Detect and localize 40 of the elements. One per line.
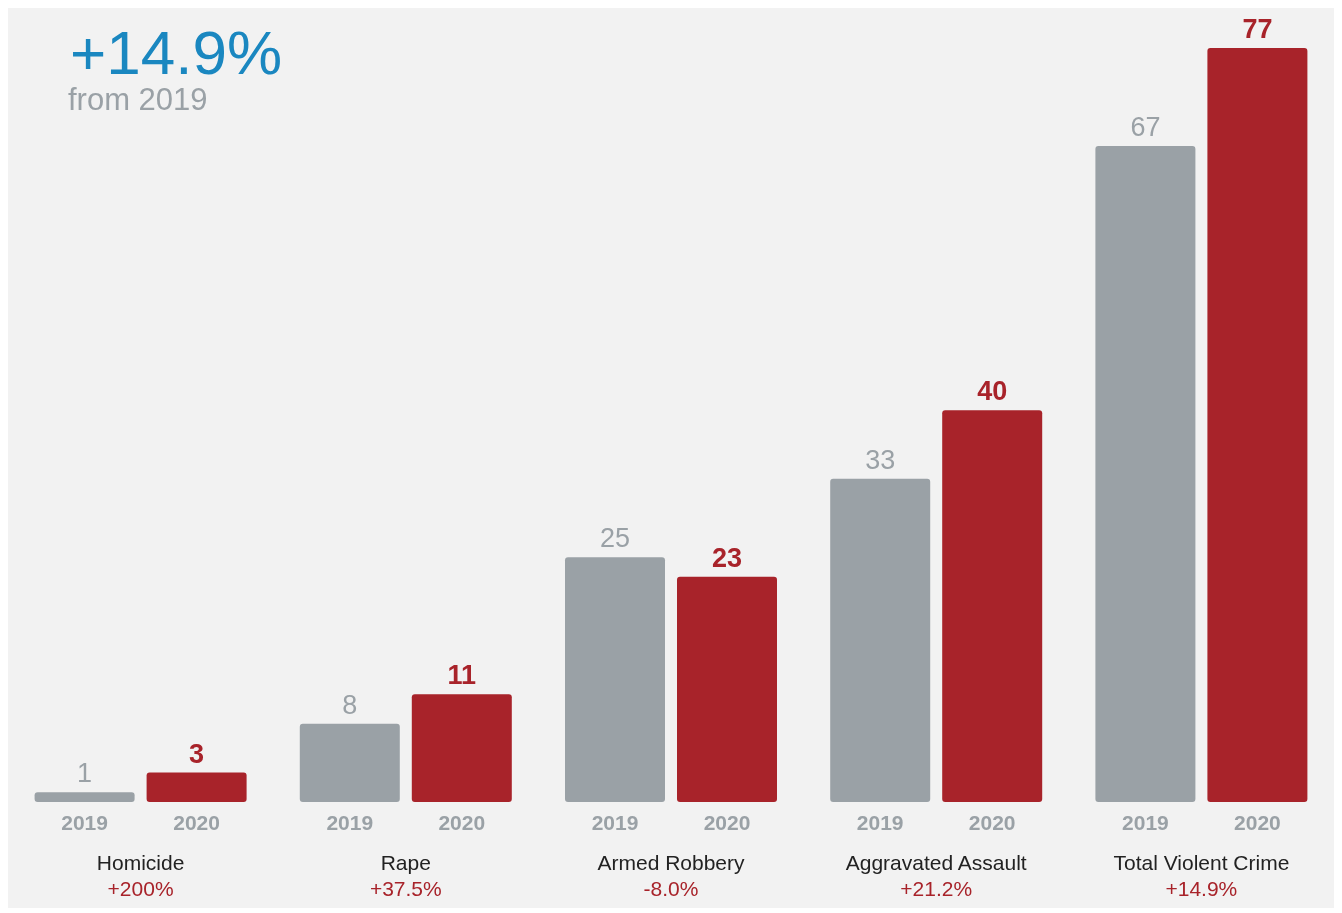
text: 2020: [1234, 811, 1281, 834]
text: +200%: [107, 877, 174, 900]
text: 2019: [856, 811, 904, 834]
data-label: 33: [865, 444, 896, 475]
text: +37.5%: [369, 877, 442, 900]
text: 2019: [326, 811, 374, 834]
text: 2020: [438, 811, 486, 834]
text: 2019: [1122, 811, 1169, 834]
text: 2019: [591, 811, 639, 834]
data-label: 40: [977, 376, 1008, 407]
data-label: 77: [1242, 14, 1273, 44]
data-label: 67: [1130, 111, 1161, 142]
x-tick-label: Rape: [380, 851, 431, 874]
x-tick-label: Armed Robbery: [597, 851, 746, 874]
text: 2020: [968, 811, 1016, 834]
data-label: 11: [447, 660, 477, 691]
data-label: 8: [342, 689, 358, 720]
bar: [299, 723, 400, 802]
bar: [677, 576, 777, 802]
bar: [1095, 145, 1196, 802]
x-tick-label: Homicide: [96, 851, 185, 874]
data-label: 25: [599, 523, 631, 554]
bar: [942, 410, 1043, 802]
series-label: 2020: [173, 811, 220, 834]
data-label: 3: [189, 738, 205, 769]
bar: [146, 772, 247, 802]
data-label: 23: [711, 542, 743, 573]
bar: [565, 557, 665, 802]
bar: [1207, 48, 1308, 802]
x-tick-label: Total Violent Crime: [1113, 851, 1290, 874]
bar: [411, 694, 512, 802]
text: 2020: [703, 811, 751, 834]
series-label: 2019: [61, 811, 108, 834]
data-label: 1: [77, 758, 93, 789]
x-tick-label: Aggravated Assault: [845, 851, 1027, 874]
text: +14.9%: [1165, 877, 1238, 900]
text: +21.2%: [900, 877, 973, 900]
bar: [830, 478, 931, 802]
text: -8.0%: [643, 877, 699, 900]
bar: [34, 792, 135, 802]
